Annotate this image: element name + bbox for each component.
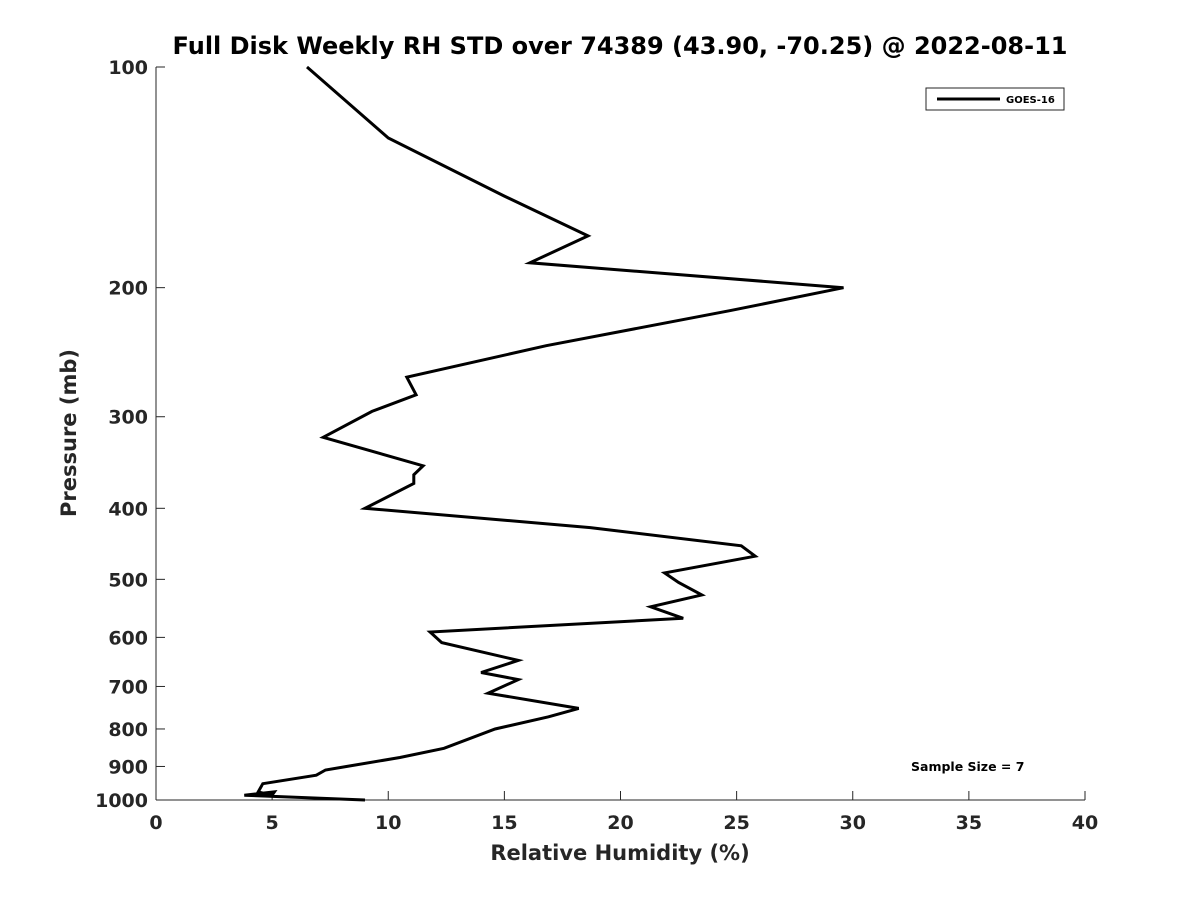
y-tick-label: 400 <box>108 498 148 520</box>
y-tick-label: 200 <box>108 278 148 300</box>
y-ticks: 100 200 300 400 500 600 700 800 900 1000 <box>95 57 165 812</box>
chart-title: Full Disk Weekly RH STD over 74389 (43.9… <box>173 32 1068 60</box>
x-tick-label: 15 <box>491 812 517 834</box>
x-axis-title: Relative Humidity (%) <box>490 841 749 865</box>
plot-area: 0 5 10 15 20 25 30 35 40 100 200 300 400 500 600 700 80… <box>95 57 1098 834</box>
x-tick-label: 10 <box>375 812 401 834</box>
y-axis-title: Pressure (mb) <box>57 349 81 517</box>
series-layer <box>244 65 844 802</box>
y-tick-label: 100 <box>108 57 148 79</box>
series-line-0 <box>244 65 844 802</box>
x-tick-label: 30 <box>840 812 866 834</box>
x-tick-label: 5 <box>266 812 279 834</box>
x-tick-label: 25 <box>723 812 749 834</box>
sample-size-annotation: Sample Size = 7 <box>911 759 1024 774</box>
y-tick-label: 900 <box>108 756 148 778</box>
legend-label: GOES-16 <box>1006 95 1055 106</box>
y-tick-label: 600 <box>108 627 148 649</box>
x-tick-label: 40 <box>1072 812 1098 834</box>
y-tick-label: 700 <box>108 676 148 698</box>
y-tick-label: 300 <box>108 407 148 429</box>
x-tick-label: 20 <box>607 812 633 834</box>
y-tick-label: 500 <box>108 569 148 591</box>
y-tick-label: 1000 <box>95 790 148 812</box>
x-tick-label: 0 <box>149 812 162 834</box>
y-tick-label: 800 <box>108 719 148 741</box>
x-tick-label: 35 <box>956 812 982 834</box>
legend: GOES-16 <box>925 87 1065 111</box>
x-ticks: 0 5 10 15 20 25 30 35 40 <box>149 791 1098 834</box>
